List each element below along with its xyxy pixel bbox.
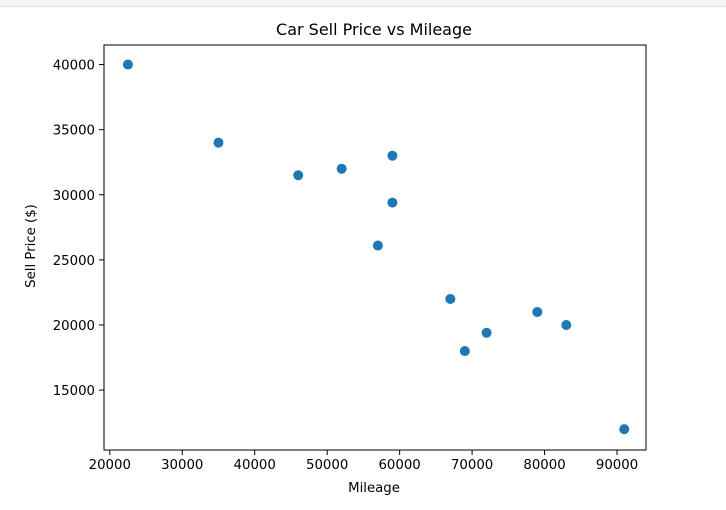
data-point xyxy=(481,327,492,338)
plot-area: 20000 30000 40000 50000 60000 70000 80000 90000… xyxy=(53,44,647,473)
y-tick-label: 30000 xyxy=(53,189,95,204)
x-axis-label: Mileage xyxy=(348,481,400,496)
y-tick-label: 25000 xyxy=(53,254,95,269)
chart-title: Car Sell Price vs Mileage xyxy=(276,20,472,39)
x-tick-label: 30000 xyxy=(161,458,203,473)
data-point xyxy=(372,240,383,251)
y-tick-label: 35000 xyxy=(53,124,95,139)
data-point xyxy=(213,137,224,148)
plot-frame xyxy=(103,44,647,451)
data-point xyxy=(336,163,347,174)
data-point xyxy=(387,150,398,161)
data-point xyxy=(445,293,456,304)
data-point xyxy=(459,346,470,357)
x-tick-label: 80000 xyxy=(523,458,565,473)
y-axis-label: Sell Price ($) xyxy=(24,204,39,288)
y-tick-label: 15000 xyxy=(53,384,95,399)
x-tick-label: 50000 xyxy=(306,458,348,473)
x-tick-label: 60000 xyxy=(378,458,420,473)
data-point xyxy=(122,59,133,70)
data-point xyxy=(387,197,398,208)
y-tick-label: 20000 xyxy=(53,319,95,334)
x-tick-label: 70000 xyxy=(451,458,493,473)
data-point xyxy=(532,306,543,317)
data-point xyxy=(619,424,630,435)
data-point xyxy=(561,319,572,330)
data-point xyxy=(293,170,304,181)
x-tick-label: 40000 xyxy=(234,458,276,473)
notebook-cell-top-bar xyxy=(0,0,726,7)
y-tick-label: 40000 xyxy=(53,59,95,74)
x-tick-label: 20000 xyxy=(89,458,131,473)
x-tick-label: 90000 xyxy=(596,458,638,473)
